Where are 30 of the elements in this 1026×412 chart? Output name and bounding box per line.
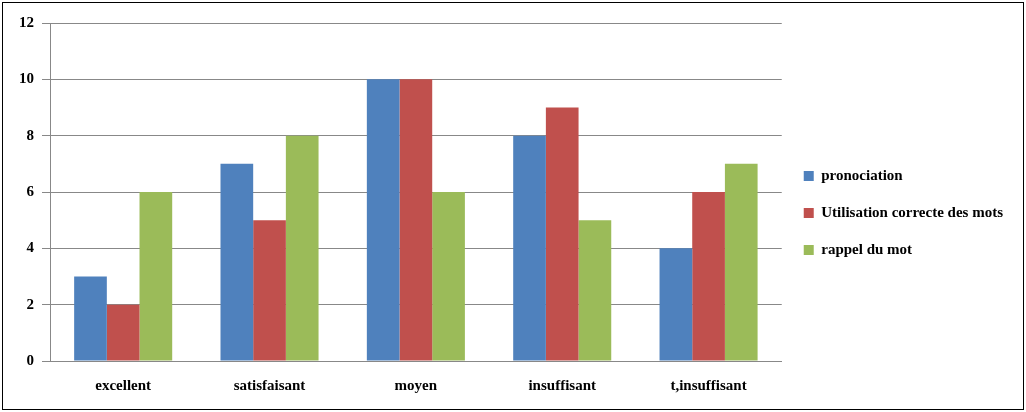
x-tick-label: t,insuffisant (670, 376, 747, 393)
bar (139, 192, 173, 361)
bar (545, 107, 579, 361)
bar (253, 220, 286, 361)
bar (432, 192, 465, 361)
y-tick-label: 4 (26, 239, 35, 256)
x-tick-label: satisfaisant (233, 376, 306, 393)
legend-label: Utilisation correcte des mots (821, 203, 1004, 220)
x-tick-label: insuffisant (528, 376, 596, 393)
bar (220, 163, 254, 361)
y-tick-label: 0 (26, 351, 34, 368)
x-tick-label: excellent (95, 376, 152, 393)
bar (399, 79, 433, 361)
y-tick-label: 10 (19, 70, 34, 87)
bar (366, 79, 400, 361)
y-tick-label: 12 (19, 13, 34, 30)
y-tick-label: 6 (26, 182, 35, 199)
y-tick-label: 8 (26, 126, 34, 143)
bar (513, 135, 546, 361)
bar (724, 163, 758, 361)
x-tick-label: moyen (394, 376, 438, 393)
legend-label: pronociation (821, 166, 904, 183)
bar (659, 248, 693, 361)
legend-label: rappel du mot (821, 240, 913, 257)
bar (106, 304, 140, 361)
bar (74, 276, 107, 361)
y-tick-label: 2 (26, 295, 34, 312)
bar (578, 220, 612, 361)
bar (692, 192, 725, 361)
bar (285, 135, 319, 361)
